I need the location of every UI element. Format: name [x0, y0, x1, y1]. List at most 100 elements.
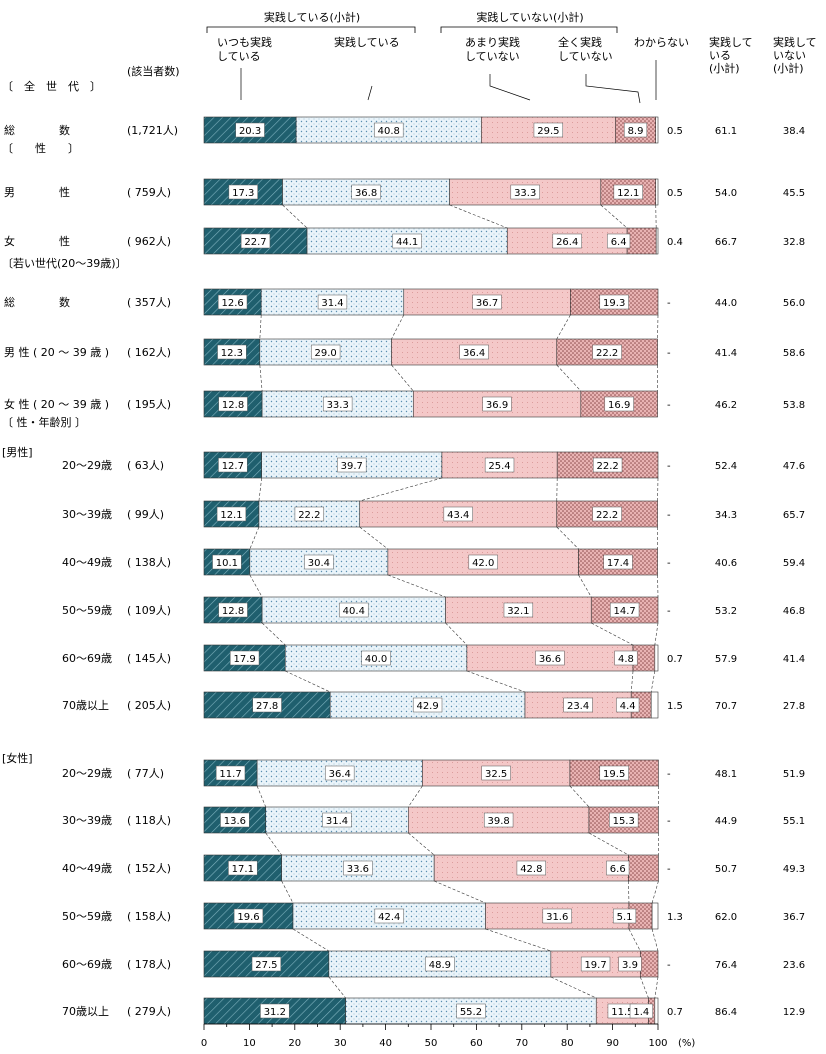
value-label-unknown: 1.5	[667, 701, 683, 712]
value-label-box	[351, 184, 381, 200]
category-unknown: わからない	[634, 36, 689, 49]
value-label-box	[218, 457, 248, 473]
row-label: 男 性	[4, 185, 70, 199]
section-label-female: [女性]	[2, 751, 33, 765]
row-label: 60～69歳	[62, 958, 112, 971]
connector-line	[408, 785, 423, 808]
connector-line	[258, 477, 262, 502]
bar-row: 19.6 42.4 31.6 5.1 1.3 62.0 36.7	[203, 902, 805, 930]
subtotal-no: 56.0	[783, 298, 805, 309]
bar-row: 13.6 31.4 39.8 15.3 - 44.9 55.1	[203, 806, 805, 834]
value-label: 32.5	[485, 769, 507, 780]
row-label: 60～69歳	[62, 652, 112, 665]
value-label-box	[325, 765, 355, 781]
section-labels: 〔 全 世 代 〕〔 性 〕〔若い世代(20～39歳)〕〔 性・年齢別 〕 [男性…	[2, 79, 127, 765]
value-label: 12.3	[221, 348, 243, 359]
group-bracket-practicing	[206, 26, 416, 33]
value-label: 23.4	[567, 701, 589, 712]
row-n: ( 158人)	[127, 910, 171, 923]
value-label-box	[618, 956, 642, 972]
value-label-box	[233, 908, 264, 924]
row-label: 30～39歳	[62, 814, 112, 827]
value-label: 36.4	[329, 769, 351, 780]
value-label: 16.9	[608, 400, 630, 411]
row-n: ( 195人)	[127, 398, 171, 411]
header-pointer-line	[585, 74, 641, 104]
row-n: ( 63人)	[127, 459, 164, 472]
subtotal-yes: 57.9	[715, 654, 737, 665]
value-label-unknown: -	[667, 510, 671, 521]
value-label-box	[623, 122, 648, 138]
subtotal-no: 27.8	[783, 701, 805, 712]
value-label-box	[217, 294, 248, 310]
value-label: 43.4	[447, 510, 469, 521]
value-label-unknown: -	[667, 558, 671, 569]
row-n: (1,721人)	[127, 124, 178, 137]
value-label: 44.1	[396, 237, 418, 248]
value-label-box	[216, 506, 247, 522]
value-label-box	[443, 506, 473, 522]
subtotal-yes: 44.9	[715, 816, 737, 827]
subtotal-yes: 44.0	[715, 298, 737, 309]
row-n: ( 109人)	[127, 604, 171, 617]
value-label: 17.1	[232, 864, 254, 875]
subtotal-no: 12.9	[783, 1007, 805, 1018]
value-label: 5.1	[617, 912, 633, 923]
value-label-box	[533, 122, 564, 138]
subtotal-yes: 46.2	[715, 400, 737, 411]
value-label: 36.6	[539, 654, 561, 665]
value-label-box	[229, 650, 260, 666]
value-label-box	[322, 812, 352, 828]
bar-segment-4	[655, 227, 659, 255]
row-label: 30～39歳	[62, 508, 112, 521]
value-label-box	[609, 812, 639, 828]
subtotal-yes: 86.4	[715, 1007, 737, 1018]
value-label-box	[616, 697, 640, 713]
subtotal-no: 38.4	[783, 126, 805, 137]
category-never: 全く実践していない	[558, 35, 613, 63]
subtotal-no: 46.8	[783, 606, 805, 617]
bar-segment-0	[203, 227, 308, 255]
section-label-all: 〔 全 世 代 〕	[2, 79, 101, 93]
subtotal-yes-header: 実践している(小計)	[709, 35, 753, 75]
value-label-box	[612, 908, 637, 924]
value-label-box	[251, 956, 282, 972]
connector-line	[328, 976, 346, 999]
value-label-unknown: -	[667, 606, 671, 617]
bar-segment-4	[654, 997, 659, 1025]
value-label: 42.0	[472, 558, 494, 569]
value-label: 42.4	[378, 912, 400, 923]
value-label-box	[484, 457, 515, 473]
value-label: 32.1	[507, 606, 529, 617]
row-label: 女 性	[4, 234, 70, 248]
bar-row: 12.8 40.4 32.1 14.7 - 53.2 46.8	[203, 596, 805, 624]
value-label: 29.5	[537, 126, 559, 137]
chart-header: 実践している(小計) 実践していない(小計) いつも実践している 実践している あまり実…	[127, 10, 817, 104]
connector-line	[249, 526, 260, 550]
connector-line	[466, 670, 526, 693]
row-label: 総 数	[4, 295, 70, 309]
bar-row: 31.2 55.2 11.5 1.4 0.7 86.4 12.9	[203, 997, 805, 1025]
value-label-box	[483, 812, 514, 828]
value-label-box	[613, 184, 643, 200]
subtotal-yes: 52.4	[715, 461, 737, 472]
value-label-unknown: -	[667, 769, 671, 780]
value-label: 36.9	[486, 400, 508, 411]
connector-line	[654, 622, 659, 646]
value-label-box	[217, 344, 247, 360]
x-tick-label: 60	[470, 1038, 483, 1049]
value-label: 27.5	[255, 960, 277, 971]
connector-line	[292, 928, 330, 952]
value-label: 6.6	[610, 864, 626, 875]
value-label: 42.9	[416, 701, 438, 712]
connector-line	[256, 785, 267, 808]
value-label-box	[599, 294, 629, 310]
x-tick-label: 10	[243, 1038, 256, 1049]
connector-line	[640, 976, 649, 999]
value-label: 1.4	[633, 1007, 649, 1018]
row-label: 総 数	[4, 123, 70, 137]
value-label: 31.2	[264, 1007, 286, 1018]
value-label-box	[339, 602, 369, 618]
subtotal-yes: 54.0	[715, 188, 737, 199]
subtotal-no: 23.6	[783, 960, 805, 971]
